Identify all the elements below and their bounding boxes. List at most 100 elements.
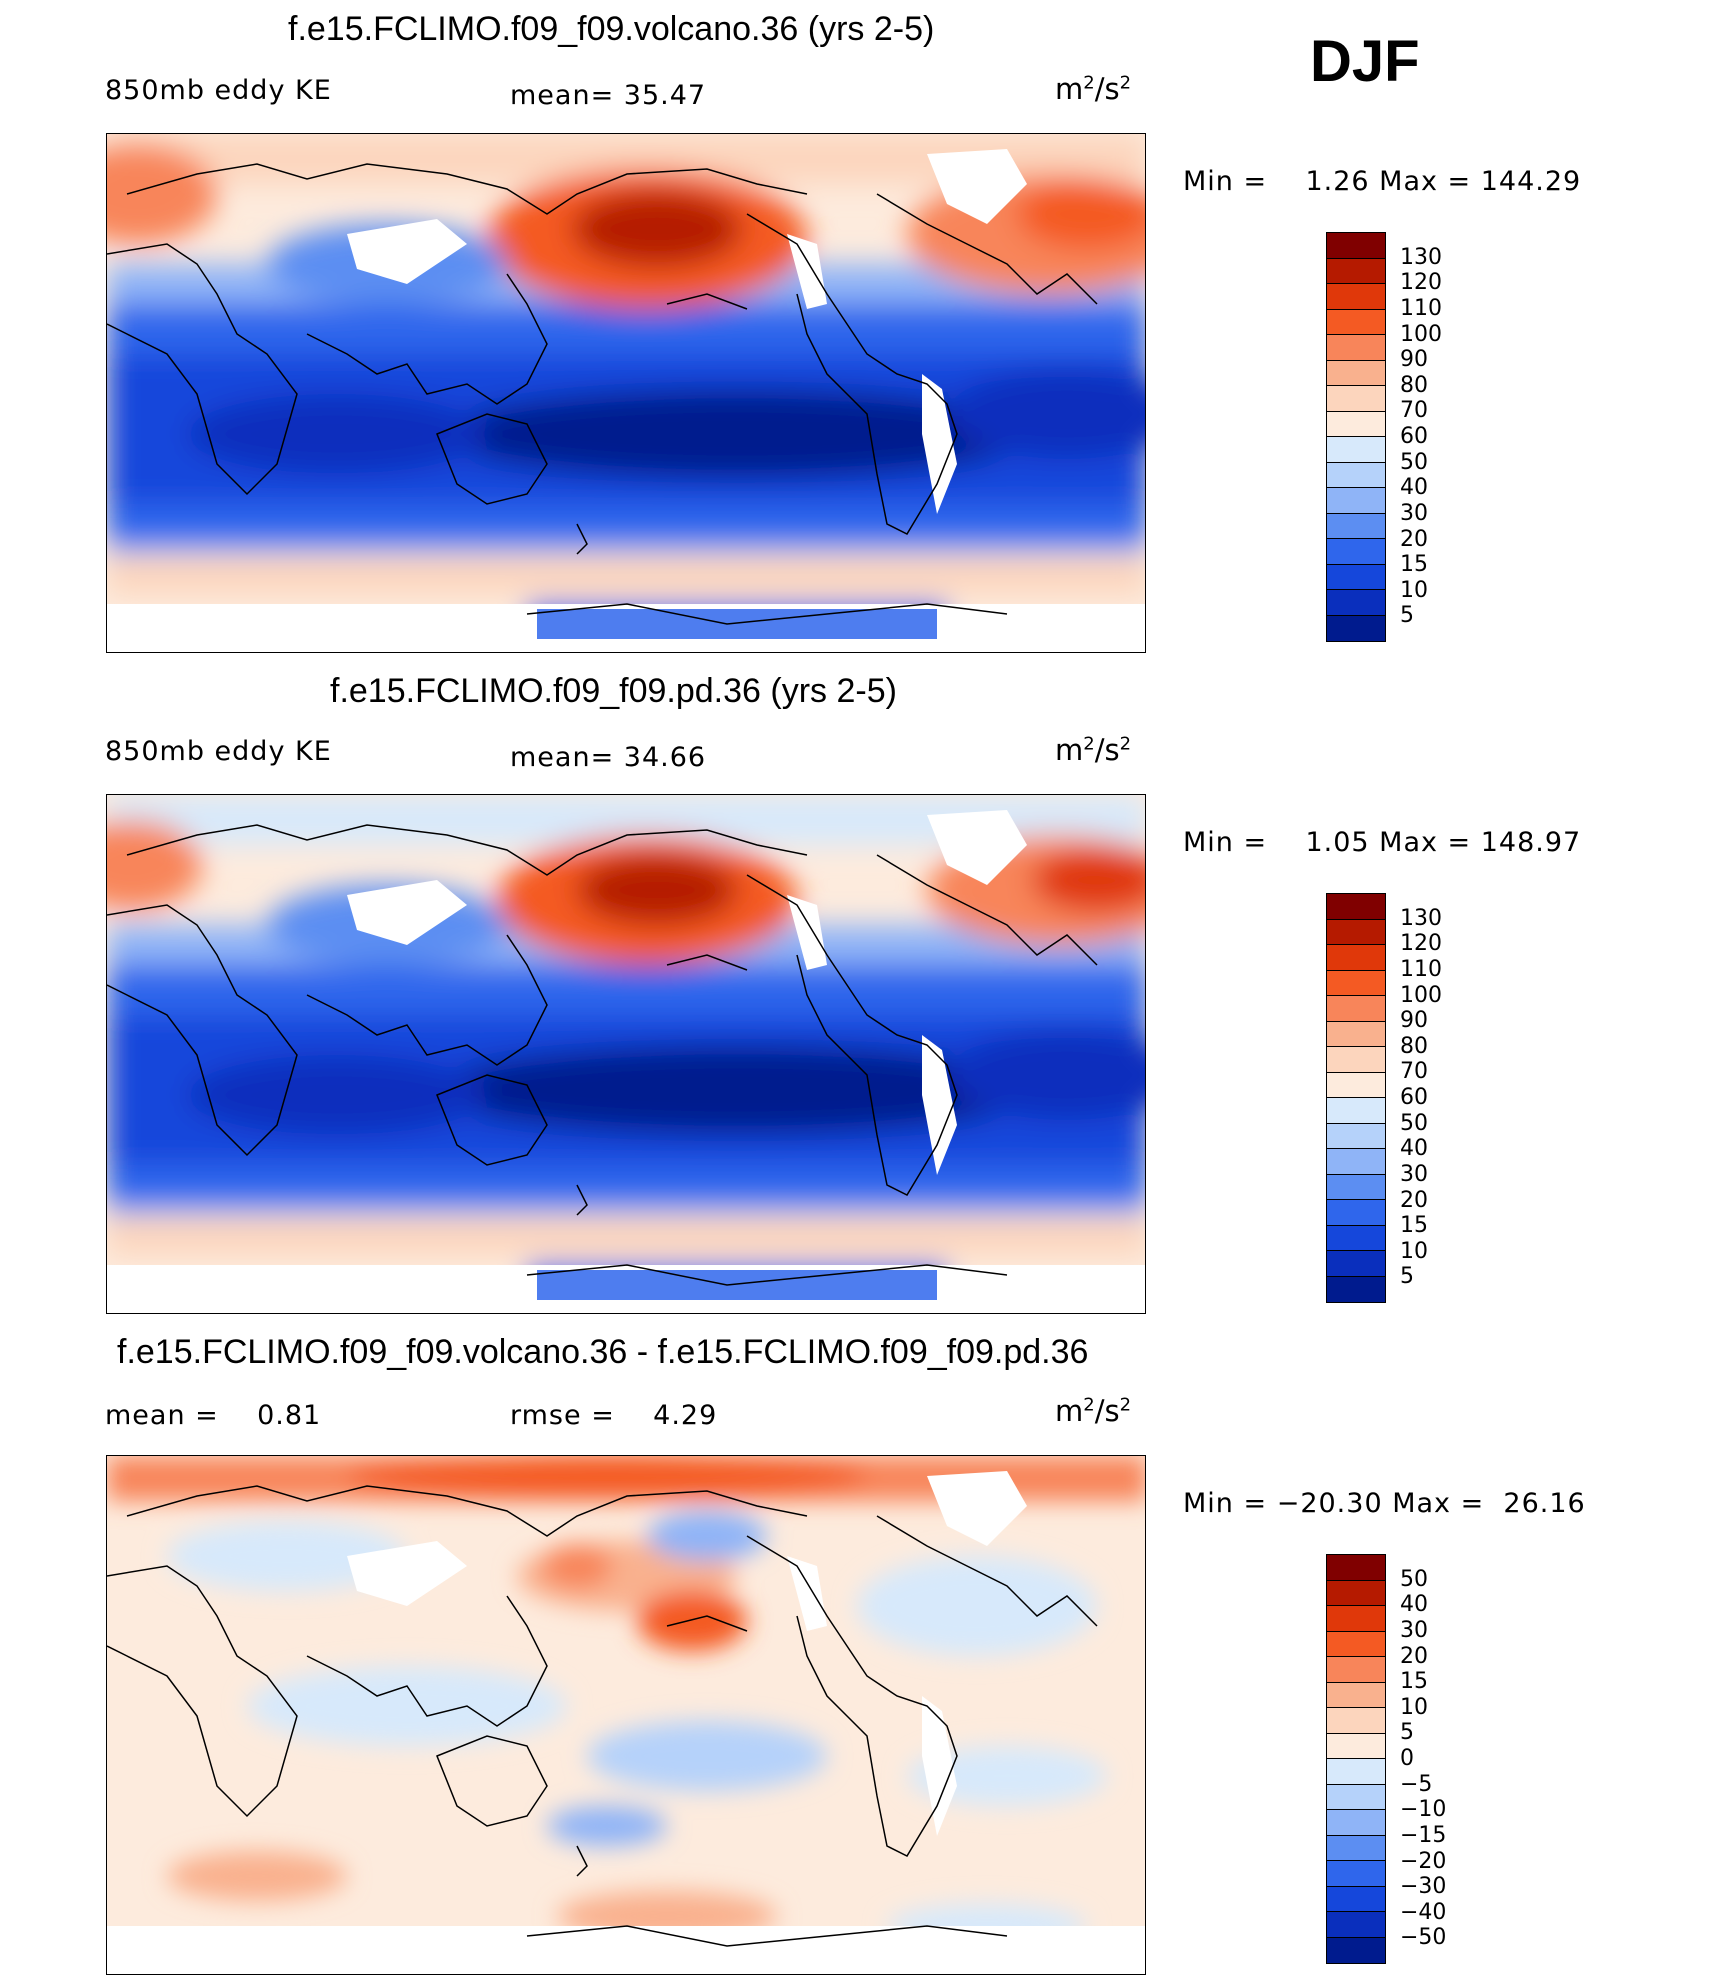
- colorbar-swatch: [1327, 462, 1385, 488]
- colorbar-tick-label: 70: [1400, 398, 1428, 424]
- colorbar-swatch: [1327, 360, 1385, 386]
- colorbar-tick-label: −15: [1400, 1822, 1447, 1848]
- colorbar-swatch: [1327, 1555, 1385, 1581]
- colorbar-swatch: [1327, 1810, 1385, 1836]
- colorbar-swatch: [1327, 488, 1385, 514]
- colorbar-tick-label: 10: [1400, 577, 1428, 603]
- colorbar-swatch: [1327, 1123, 1385, 1149]
- panel-3-min-max: Min = −20.30 Max = 26.16: [1183, 1488, 1586, 1519]
- colorbar-tick-label: 80: [1400, 1033, 1428, 1059]
- colorbar-tick-label: 50: [1400, 449, 1428, 475]
- colorbar-tick-label: 20: [1400, 1643, 1428, 1669]
- colorbar-swatch: [1327, 1631, 1385, 1657]
- colorbar-swatch: [1327, 233, 1385, 259]
- colorbar-tick-label: 110: [1400, 295, 1442, 321]
- panel-3-colorbar-ticks: 50 40 30 20 15 10 5 0 −5 −10 −15 −20 −30…: [1400, 1554, 1480, 1964]
- colorbar-tick-label: −20: [1400, 1848, 1447, 1874]
- panel-1-mean-label: mean= 35.47: [510, 80, 707, 111]
- panel-2-mean-label: mean= 34.66: [510, 742, 707, 773]
- colorbar-swatch: [1327, 309, 1385, 335]
- colorbar-swatch: [1327, 1251, 1385, 1277]
- colorbar-tick-label: 30: [1400, 1617, 1428, 1643]
- colorbar-tick-label: 10: [1400, 1694, 1428, 1720]
- colorbar-swatch: [1327, 1657, 1385, 1683]
- colorbar-tick-label: 5: [1400, 1264, 1414, 1290]
- colorbar-tick-label: 20: [1400, 526, 1428, 552]
- colorbar-tick-label: 80: [1400, 372, 1428, 398]
- colorbar-tick-label: −5: [1400, 1771, 1433, 1797]
- colorbar-swatch: [1327, 1708, 1385, 1734]
- panel-2-map: [106, 794, 1146, 1314]
- colorbar-tick-label: −50: [1400, 1925, 1447, 1951]
- panel-1-colorbar-ticks: 130 120 110 100 90 80 70 60 50 40 30 20 …: [1400, 232, 1480, 642]
- colorbar-swatch: [1327, 1174, 1385, 1200]
- colorbar-swatch: [1327, 386, 1385, 412]
- colorbar-tick-label: 110: [1400, 956, 1442, 982]
- colorbar-tick-label: 0: [1400, 1746, 1414, 1771]
- panel-2-min-max: Min = 1.05 Max = 148.97: [1183, 827, 1582, 858]
- colorbar-swatch: [1327, 539, 1385, 565]
- colorbar-tick-label: 120: [1400, 931, 1442, 957]
- colorbar-tick-label: 60: [1400, 1085, 1428, 1110]
- colorbar-swatch: [1327, 335, 1385, 361]
- colorbar-tick-label: 130: [1400, 905, 1442, 931]
- colorbar-tick-label: 40: [1400, 475, 1428, 501]
- panel-2-variable-label: 850mb eddy KE: [105, 736, 332, 767]
- colorbar-tick-label: −40: [1400, 1899, 1447, 1925]
- colorbar-swatch: [1327, 564, 1385, 590]
- colorbar-tick-label: 30: [1400, 1161, 1428, 1187]
- colorbar-tick-label: 30: [1400, 500, 1428, 526]
- colorbar-swatch: [1327, 615, 1385, 641]
- colorbar-swatch: [1327, 1200, 1385, 1226]
- panel-2-units: m2/s2: [1055, 733, 1132, 767]
- colorbar-tick-label: 90: [1400, 1008, 1428, 1034]
- colorbar-swatch: [1327, 258, 1385, 284]
- colorbar-swatch: [1327, 1886, 1385, 1912]
- season-label: DJF: [1310, 29, 1420, 94]
- colorbar-swatch: [1327, 411, 1385, 437]
- colorbar-tick-label: 120: [1400, 270, 1442, 296]
- colorbar-swatch: [1327, 945, 1385, 971]
- colorbar-swatch: [1327, 1149, 1385, 1175]
- colorbar-swatch: [1327, 1047, 1385, 1073]
- panel-1-units: m2/s2: [1055, 72, 1132, 106]
- colorbar-tick-label: 15: [1400, 552, 1428, 578]
- colorbar-swatch: [1327, 284, 1385, 310]
- colorbar-swatch: [1327, 1937, 1385, 1963]
- colorbar-swatch: [1327, 1072, 1385, 1098]
- colorbar-tick-label: 100: [1400, 321, 1442, 347]
- colorbar-swatch: [1327, 894, 1385, 920]
- colorbar-tick-label: 50: [1400, 1110, 1428, 1136]
- colorbar-tick-label: 40: [1400, 1136, 1428, 1162]
- panel-3-units: m2/s2: [1055, 1394, 1132, 1428]
- colorbar-tick-label: 15: [1400, 1213, 1428, 1239]
- colorbar-tick-label: 5: [1400, 1720, 1414, 1746]
- colorbar-swatch: [1327, 1606, 1385, 1632]
- panel-2-colorbar: [1326, 893, 1386, 1303]
- colorbar-swatch: [1327, 1733, 1385, 1759]
- panel-3-map: [106, 1455, 1146, 1975]
- colorbar-tick-label: −30: [1400, 1874, 1447, 1900]
- colorbar-swatch: [1327, 1784, 1385, 1810]
- colorbar-swatch: [1327, 1021, 1385, 1047]
- colorbar-tick-label: 90: [1400, 347, 1428, 373]
- panel-1-colorbar: [1326, 232, 1386, 642]
- panel-1-title: f.e15.FCLIMO.f09_f09.volcano.36 (yrs 2-5…: [288, 10, 935, 48]
- colorbar-swatch: [1327, 919, 1385, 945]
- colorbar-tick-label: 60: [1400, 424, 1428, 449]
- panel-3-mean-label: mean = 0.81: [105, 1400, 322, 1431]
- colorbar-tick-label: 15: [1400, 1669, 1428, 1695]
- colorbar-swatch: [1327, 1861, 1385, 1887]
- colorbar-tick-label: 5: [1400, 603, 1414, 629]
- colorbar-tick-label: 130: [1400, 244, 1442, 270]
- colorbar-tick-label: 10: [1400, 1238, 1428, 1264]
- colorbar-swatch: [1327, 1098, 1385, 1124]
- colorbar-tick-label: 40: [1400, 1592, 1428, 1618]
- colorbar-swatch: [1327, 970, 1385, 996]
- panel-3-rmse-label: rmse = 4.29: [510, 1400, 718, 1431]
- panel-3-title: f.e15.FCLIMO.f09_f09.volcano.36 - f.e15.…: [117, 1333, 1089, 1371]
- panel-2-colorbar-ticks: 130 120 110 100 90 80 70 60 50 40 30 20 …: [1400, 893, 1480, 1303]
- colorbar-tick-label: 20: [1400, 1187, 1428, 1213]
- colorbar-tick-label: 100: [1400, 982, 1442, 1008]
- colorbar-swatch: [1327, 513, 1385, 539]
